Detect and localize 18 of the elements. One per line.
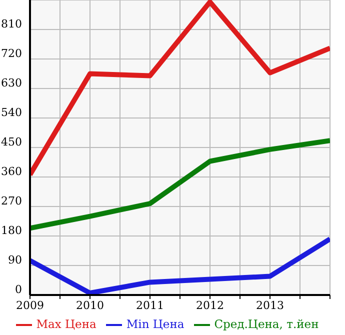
y-tick-label: 450 xyxy=(1,135,22,148)
y-tick-label: 360 xyxy=(1,164,22,178)
y-tick-label: 180 xyxy=(1,224,22,237)
legend-label: Min Цена xyxy=(126,316,184,331)
x-tick-label: 2011 xyxy=(136,298,164,312)
x-tick-label: 2013 xyxy=(256,298,284,312)
legend-label: Max Цена xyxy=(36,316,96,331)
y-tick-label: 720 xyxy=(1,46,22,60)
legend-label: Сред.Цена, т.йен xyxy=(214,316,319,331)
y-tick-label: 0 xyxy=(15,282,22,296)
y-tick-label: 90 xyxy=(8,253,22,266)
y-tick-label: 810 xyxy=(1,17,22,30)
y-tick-label: 630 xyxy=(1,76,22,90)
y-tick-label: 270 xyxy=(1,194,22,208)
x-tick-label: 2012 xyxy=(196,298,224,312)
x-tick-label: 2010 xyxy=(76,298,104,312)
y-tick-label: 540 xyxy=(1,106,22,119)
x-tick-label: 2009 xyxy=(16,298,44,312)
